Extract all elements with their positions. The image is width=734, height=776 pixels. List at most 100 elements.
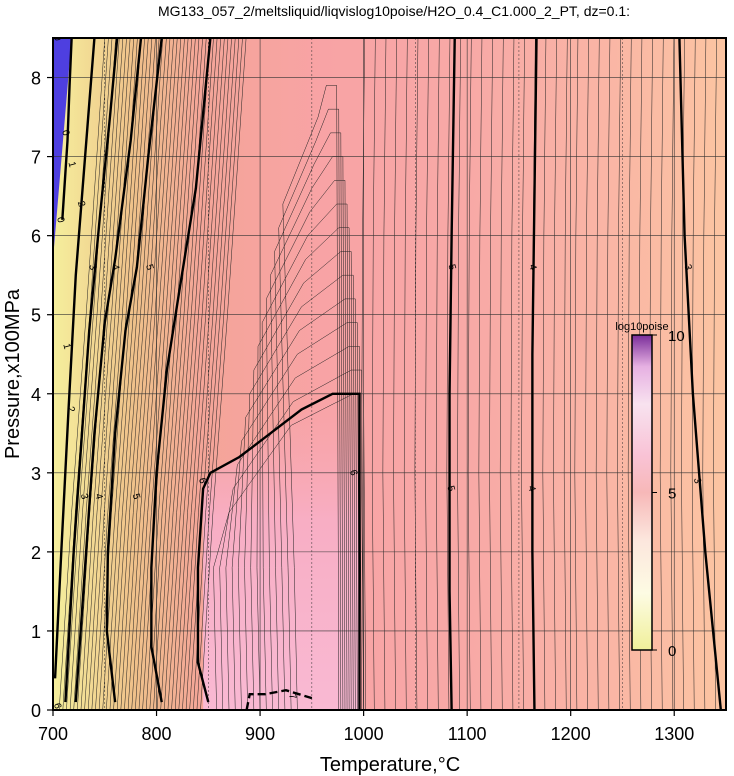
minor-contour-line — [606, 38, 611, 710]
minor-contour-line — [102, 38, 149, 710]
contour-line-5 — [150, 38, 212, 703]
minor-contour-line — [149, 38, 196, 710]
minor-contour-line — [66, 38, 113, 710]
minor-contour-line — [467, 38, 472, 710]
minor-contour-line — [542, 38, 547, 710]
minor-contour-line — [73, 38, 120, 710]
contour-label: 4 — [109, 263, 121, 272]
minor-contour-line — [595, 38, 600, 710]
colorbar: log10poise 0 5 10 — [615, 321, 684, 660]
x-tick-label: 1200 — [551, 724, 591, 744]
contour-label: 6 — [51, 702, 63, 711]
y-tick-label: 2 — [31, 543, 41, 563]
minor-contour-line — [80, 38, 127, 710]
minor-contour-line — [185, 38, 232, 710]
contour-label: 7 — [286, 692, 298, 701]
contour-label: 5 — [143, 263, 155, 272]
minor-contour-line — [457, 38, 461, 710]
minor-contour-line — [521, 38, 525, 710]
minor-contour-line — [627, 38, 632, 710]
minor-contour-line — [138, 38, 185, 710]
minor-contour-line — [256, 227, 352, 710]
y-axis-title: Pressure,x100MPa — [2, 288, 24, 459]
minor-contour-line — [231, 322, 360, 710]
minor-contour-line — [713, 38, 717, 710]
x-tick-label: 900 — [245, 724, 275, 744]
minor-contour-line — [106, 38, 153, 710]
contour-label: 1 — [60, 342, 72, 351]
minor-contour-line — [659, 38, 664, 710]
minor-contour-line — [58, 38, 106, 710]
contour-line-0 — [61, 38, 73, 220]
x-tick-label: 1000 — [344, 724, 384, 744]
minor-contour-line — [266, 180, 348, 710]
x-tick-label: 700 — [38, 724, 68, 744]
minor-contour-line — [196, 38, 243, 710]
minor-contour-line — [425, 38, 429, 710]
contour-line-4 — [105, 38, 163, 703]
minor-contour-line — [171, 38, 218, 710]
minor-contour-line — [563, 38, 568, 710]
minor-contour-line — [127, 38, 174, 710]
y-tick-label: 5 — [31, 306, 41, 326]
colorbar-tick-label: 5 — [668, 486, 676, 503]
y-tick-label: 8 — [31, 69, 41, 89]
low-viscosity-region — [53, 38, 72, 260]
minor-contour-line — [167, 38, 214, 710]
minor-contour-line — [691, 38, 696, 710]
minor-contour-line — [499, 38, 504, 710]
colorbar-ticks: 0 5 10 — [652, 328, 685, 660]
contour-line-3 — [678, 38, 723, 710]
y-axis-ticks: 0 1 2 3 4 5 6 7 8 — [31, 69, 53, 721]
major-contours — [53, 38, 723, 710]
minor-contour-line — [244, 274, 356, 710]
minor-contour-line — [510, 38, 515, 710]
x-axis-title: Temperature,°C — [320, 754, 460, 776]
minor-contour-line — [278, 108, 342, 710]
minor-contour-line — [553, 38, 557, 710]
contour-line-5 — [448, 38, 456, 710]
chart-title: MG133_057_2/meltsliquid/liqvislog10poise… — [158, 3, 630, 19]
minor-contour-line — [153, 38, 200, 710]
minor-contour-line — [178, 38, 225, 710]
minor-contour-line — [435, 38, 440, 710]
minor-contour-line — [95, 38, 142, 710]
contour-line-3 — [74, 38, 143, 703]
contour-label: 2 — [75, 200, 87, 209]
colorbar-title: log10poise — [615, 321, 668, 333]
y-tick-label: 6 — [31, 227, 41, 247]
contour-label: 4 — [92, 492, 104, 501]
minor-contour-line — [489, 38, 493, 710]
minor-contour-line — [702, 38, 707, 710]
minor-contour-line — [225, 346, 362, 710]
minor-contour-line — [189, 38, 236, 710]
contour-label: 5 — [130, 492, 142, 501]
minor-contour-line — [382, 38, 387, 710]
minor-contour-line — [219, 369, 364, 710]
minor-contour-line — [164, 38, 211, 710]
contour-label: 0 — [59, 129, 71, 138]
x-axis-ticks: 700 800 900 1000 1100 1200 1300 — [38, 710, 694, 744]
contour-line-1 — [53, 38, 96, 679]
minor-contour-line — [113, 38, 160, 710]
contour-label: 1 — [65, 160, 77, 169]
y-tick-label: 0 — [31, 701, 41, 721]
minor-contour-line — [84, 38, 131, 710]
contour-line-2 — [64, 38, 119, 703]
minor-contour-line — [250, 251, 354, 710]
colorbar-tick-label: 10 — [668, 328, 685, 345]
contour-label: 5 — [444, 485, 456, 494]
contour-label: 0 — [51, 34, 63, 43]
contour-label: 3 — [682, 263, 694, 272]
minor-contour-line — [446, 38, 451, 710]
plot-background — [53, 38, 726, 710]
x-tick-label: 800 — [142, 724, 172, 744]
minor-contour-line — [124, 38, 171, 710]
minor-contour-line — [193, 38, 240, 710]
minor-contour-line — [282, 85, 340, 710]
minor-contour-line — [274, 132, 344, 710]
contour-line-7 — [245, 689, 313, 710]
contour-label: 2 — [64, 406, 76, 415]
minor-contour-line — [238, 298, 358, 710]
